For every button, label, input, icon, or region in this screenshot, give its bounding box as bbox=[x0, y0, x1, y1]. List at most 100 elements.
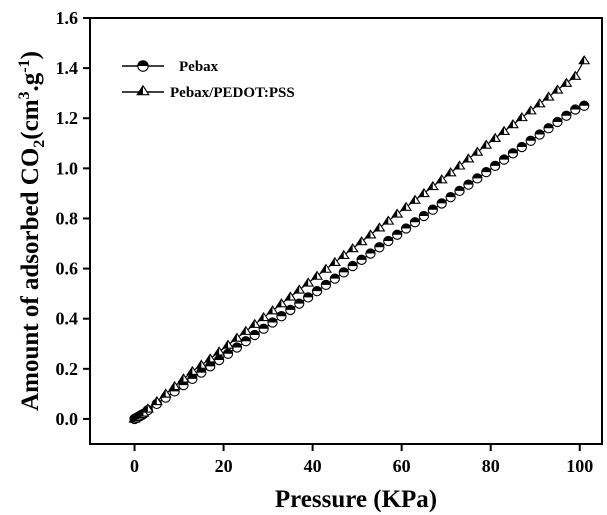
marker-fill bbox=[137, 60, 149, 66]
data-point bbox=[552, 116, 563, 128]
marker-fill bbox=[508, 148, 518, 154]
data-point bbox=[276, 311, 287, 322]
legend-marker-pebax-pedot bbox=[136, 84, 150, 96]
data-point bbox=[489, 132, 502, 142]
data-point bbox=[454, 185, 465, 197]
y-tick-label: 0.6 bbox=[56, 259, 79, 279]
marker-fill bbox=[561, 78, 567, 87]
data-point bbox=[267, 317, 278, 328]
data-point bbox=[462, 153, 475, 163]
marker-fill bbox=[428, 205, 438, 210]
data-point bbox=[222, 339, 235, 349]
data-point bbox=[356, 254, 367, 265]
marker-fill bbox=[490, 161, 500, 166]
y-axis-title-sub: 2 bbox=[31, 140, 48, 148]
marker-fill bbox=[312, 286, 322, 292]
marker-fill bbox=[249, 319, 255, 328]
x-tick-label: 0 bbox=[130, 456, 139, 476]
marker-fill bbox=[499, 154, 509, 160]
marker-fill bbox=[410, 195, 416, 204]
data-point bbox=[515, 111, 528, 122]
data-point bbox=[239, 325, 252, 335]
series-pebax-pedot bbox=[128, 55, 591, 423]
marker-fill bbox=[392, 209, 398, 218]
y-axis-title-sup3: 3 bbox=[16, 91, 33, 99]
legend-label-pebax-pedot: Pebax/PEDOT:PSS bbox=[170, 85, 295, 101]
data-point bbox=[141, 403, 154, 413]
marker-fill bbox=[507, 120, 513, 128]
marker-fill bbox=[267, 306, 273, 314]
marker-fill bbox=[570, 104, 580, 110]
data-point bbox=[364, 229, 377, 239]
marker-fill bbox=[561, 111, 571, 116]
x-tick-label: 60 bbox=[393, 456, 411, 476]
x-tick-label: 100 bbox=[566, 456, 593, 476]
data-point bbox=[463, 179, 474, 190]
y-axis-title-supneg: -1 bbox=[16, 59, 33, 72]
marker-fill bbox=[472, 147, 478, 156]
data-point bbox=[258, 323, 269, 334]
marker-fill bbox=[223, 349, 233, 354]
marker-fill bbox=[294, 299, 304, 304]
data-point bbox=[408, 194, 422, 204]
y-tick-label: 0.0 bbox=[56, 409, 79, 429]
legend-marker-symbol bbox=[137, 60, 149, 72]
data-point bbox=[445, 192, 456, 203]
x-tick-label: 80 bbox=[482, 456, 500, 476]
data-point bbox=[205, 361, 216, 372]
marker-fill bbox=[579, 56, 585, 64]
y-axis-title: Amount of adsorbed CO2(cm3.g-1) bbox=[16, 51, 48, 411]
data-point bbox=[391, 208, 404, 218]
marker-fill bbox=[259, 324, 269, 329]
legend: Pebax Pebax/PEDOT:PSS bbox=[122, 59, 295, 101]
marker-fill bbox=[570, 71, 576, 80]
data-point bbox=[347, 260, 358, 272]
marker-fill bbox=[276, 299, 282, 307]
data-point bbox=[498, 154, 510, 165]
marker-fill bbox=[383, 236, 393, 242]
data-point bbox=[471, 146, 484, 156]
marker-fill bbox=[321, 280, 331, 285]
legend-marker-pebax bbox=[137, 60, 149, 72]
data-point bbox=[302, 277, 315, 287]
marker-fill bbox=[138, 408, 144, 417]
data-point bbox=[168, 380, 181, 391]
marker-fill bbox=[223, 340, 229, 349]
marker-fill bbox=[348, 261, 358, 267]
marker-fill bbox=[579, 101, 589, 106]
data-point bbox=[196, 367, 207, 378]
marker-fill bbox=[214, 347, 220, 355]
x-axis-ticks: 0 20 40 60 80 100 bbox=[130, 444, 593, 476]
marker-fill bbox=[552, 85, 558, 94]
marker-fill bbox=[392, 230, 402, 235]
marker-fill bbox=[419, 211, 429, 216]
data-point bbox=[489, 160, 501, 171]
marker-fill bbox=[356, 255, 367, 260]
y-tick-label: 1.6 bbox=[56, 8, 79, 28]
data-point bbox=[222, 348, 234, 359]
marker-fill bbox=[463, 154, 469, 162]
data-point bbox=[525, 135, 536, 146]
data-point bbox=[230, 332, 243, 342]
data-point bbox=[293, 284, 306, 294]
data-point bbox=[435, 174, 448, 184]
marker-fill bbox=[499, 126, 505, 135]
data-point bbox=[383, 235, 394, 247]
data-point bbox=[150, 395, 163, 406]
marker-fill bbox=[543, 123, 554, 129]
data-point bbox=[382, 215, 395, 225]
data-point bbox=[481, 166, 492, 178]
y-tick-label: 0.2 bbox=[56, 359, 79, 379]
data-point bbox=[373, 222, 386, 232]
marker-fill bbox=[205, 354, 211, 362]
data-point bbox=[392, 229, 403, 240]
y-tick-label: 1.0 bbox=[56, 158, 79, 178]
marker-fill bbox=[526, 136, 536, 141]
data-point bbox=[418, 210, 430, 222]
data-point bbox=[436, 198, 447, 209]
series-pebax bbox=[129, 100, 590, 425]
marker-fill bbox=[258, 312, 264, 321]
data-point bbox=[284, 291, 297, 301]
marker-fill bbox=[418, 188, 424, 197]
marker-fill bbox=[427, 181, 433, 190]
